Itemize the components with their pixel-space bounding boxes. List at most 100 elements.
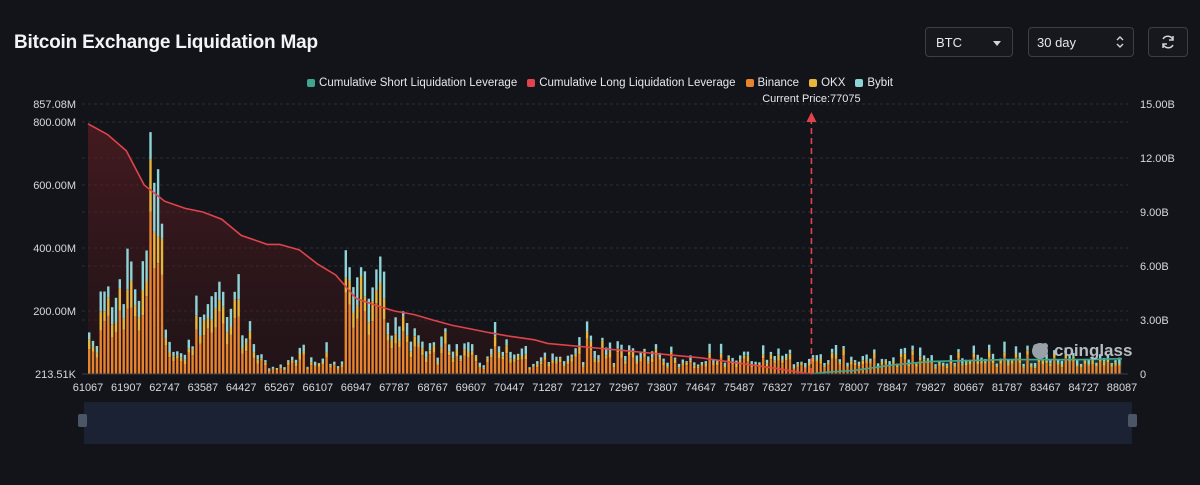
bar-bybit [919,347,922,357]
bar-okx [819,358,822,364]
bar-bybit [888,361,891,365]
bar-okx [321,362,324,365]
bar-bybit [1014,346,1018,354]
bar-bybit [685,361,688,363]
bar-bybit [758,362,761,364]
bar-bybit [1026,345,1029,351]
bar-binance [850,364,853,374]
bar-okx [792,367,796,369]
bar-bybit [601,337,604,341]
bar-binance [1076,366,1079,374]
slider-handle-left[interactable] [78,414,87,427]
bar-bybit [218,281,221,301]
bar-okx [1079,365,1083,368]
bar-binance [681,365,684,374]
bar-okx [474,356,478,362]
slider-handle-right[interactable] [1128,414,1137,427]
bar-binance [436,365,439,374]
bar-okx [402,316,405,332]
bar-okx [264,362,267,366]
legend-item-bybit[interactable]: Bybit [855,77,893,89]
bar-okx [601,340,604,350]
bar-binance [876,368,880,374]
bar-okx [122,318,125,330]
legend-item-short[interactable]: Cumulative Short Liquidation Leverage [307,77,517,89]
bar-okx [612,364,616,367]
slider-track[interactable] [84,402,1132,444]
short-line [811,357,1123,375]
bar-bybit [375,269,378,291]
bar-binance [195,329,198,374]
bar-okx [608,351,612,358]
bar-okx [344,277,347,293]
bar-okx [202,320,206,336]
bar-bybit [1030,363,1033,366]
bar-binance [907,366,910,374]
bar-okx [375,290,378,304]
coin-select[interactable]: BTC [925,27,1013,57]
bar-bybit [126,248,129,290]
bar-bybit [321,358,324,363]
bar-okx [463,349,466,356]
bar-binance [271,369,275,374]
bar-binance [742,358,746,374]
range-select[interactable]: 30 day [1028,27,1134,57]
bar-bybit [516,353,520,356]
bar-bybit [827,360,830,363]
bar-binance [689,362,692,374]
range-slider[interactable] [78,402,1137,444]
bar-bybit [1091,356,1094,361]
y-left-tick-label: 600.00M [33,180,76,192]
bar-binance [1102,365,1106,374]
bar-bybit [291,356,294,361]
bar-binance [589,349,593,374]
bar-bybit [436,357,439,363]
bar-bybit [1118,357,1121,364]
bar-binance [562,366,566,374]
bar-bybit [325,342,328,353]
legend-item-okx[interactable]: OKX [809,77,845,89]
bar-bybit [1022,363,1025,367]
bar-binance [1003,356,1006,374]
bar-bybit [532,363,535,367]
bar-okx [857,364,861,366]
bar-okx [1091,360,1094,365]
bar-binance [137,330,141,374]
bar-okx [111,324,114,338]
x-tick-label: 69607 [456,382,487,394]
bar-binance [880,364,884,374]
bar-okx [356,305,359,319]
bar-okx [210,319,213,333]
bar-binance [114,332,118,374]
bar-binance [348,304,351,374]
bar-okx [555,361,558,364]
bar-binance [95,357,99,374]
bar-binance [421,355,424,374]
bar-okx [984,361,987,364]
refresh-button[interactable] [1148,27,1188,57]
bar-binance [601,349,604,374]
bar-bybit [1056,359,1060,363]
bar-okx [765,363,769,367]
bar-okx [880,362,884,365]
bar-okx [597,359,600,363]
bar-bybit [988,344,991,351]
bar-binance [375,303,378,374]
bar-okx [1114,362,1117,366]
bar-okx [405,335,409,343]
bar-okx [796,364,799,367]
bar-bybit [712,360,715,363]
bar-bybit [222,291,225,307]
legend-item-binance[interactable]: Binance [745,77,799,89]
bar-bybit [359,267,363,276]
x-tick-label: 83467 [1030,382,1061,394]
legend-item-long[interactable]: Cumulative Long Liquidation Leverage [527,77,736,89]
watermark: coinglass [1032,341,1132,360]
bar-okx [716,361,719,366]
bar-binance [547,366,550,374]
bar-binance [612,367,616,374]
legend-label-long: Cumulative Long Liquidation Leverage [539,77,736,89]
bar-binance [628,354,631,374]
bar-okx [823,365,826,368]
